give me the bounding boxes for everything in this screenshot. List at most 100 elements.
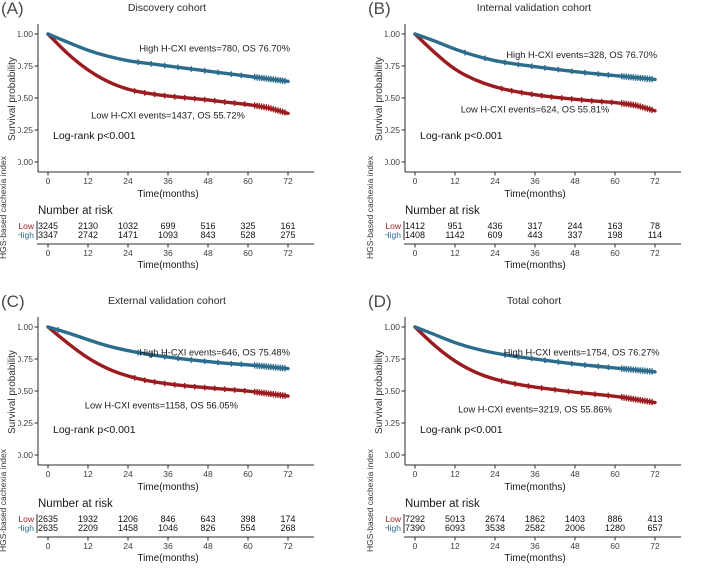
censor-marks-high	[57, 327, 286, 372]
curve-annotation-high: High H-CXI events=1754, OS 76.27%	[504, 348, 660, 358]
svg-text:36: 36	[530, 541, 540, 551]
risk-count: 1093	[158, 230, 178, 240]
svg-text:24: 24	[123, 541, 133, 551]
svg-text:24: 24	[490, 248, 500, 258]
risk-table-header: Number at risk	[38, 498, 113, 510]
svg-text:48: 48	[203, 541, 213, 551]
svg-text:0: 0	[46, 248, 51, 258]
risk-count: 951	[447, 221, 462, 231]
svg-text:48: 48	[203, 248, 213, 258]
risk-count: 268	[280, 523, 295, 533]
risk-table: Number at risk Low 2635 1932 1206 846 643 398 17…	[18, 498, 314, 564]
risk-count: 643	[200, 514, 215, 524]
panel-c: (C) External validation cohort Survival …	[0, 287, 355, 573]
x-axis-ticks: 0 12 24 36 48 60 72 Time(months)	[46, 465, 293, 493]
svg-text:24: 24	[123, 469, 133, 479]
svg-text:24: 24	[490, 176, 500, 186]
svg-text:72: 72	[283, 176, 293, 186]
risk-count: 843	[200, 230, 215, 240]
risk-count: 1471	[118, 230, 138, 240]
svg-text:48: 48	[570, 248, 580, 258]
km-plot-b: 1.00 0.75 0.50 0.25 0.00 0 12 24 36 48 60 72 Time(mo…	[385, 24, 681, 271]
panel-b: (B) Internal validation cohort Survival …	[355, 0, 709, 287]
risk-count: 7390	[405, 523, 425, 533]
svg-text:48: 48	[570, 541, 580, 551]
risk-count: 846	[160, 514, 175, 524]
svg-text:0.00: 0.00	[385, 450, 400, 460]
svg-text:12: 12	[450, 176, 460, 186]
panel-letter-a: (A)	[1, 0, 24, 18]
logrank-label: Log-rank p<0.001	[420, 424, 503, 436]
risk-count: 2006	[565, 523, 585, 533]
side-label-d: HGS-based cachexia index	[365, 448, 375, 552]
svg-text:72: 72	[650, 541, 660, 551]
risk-count: 163	[607, 221, 622, 231]
svg-text:0.75: 0.75	[385, 354, 400, 364]
curve-annotation-low: Low H-CXI events=624, OS 55.81%	[461, 105, 610, 115]
risk-count: 114	[648, 230, 662, 240]
risk-table: Number at risk Low 7292 5013 2674 1862 1403 886…	[385, 498, 681, 564]
svg-text:0.25: 0.25	[385, 418, 400, 428]
survival-curve-low	[413, 325, 657, 405]
svg-text:36: 36	[530, 469, 540, 479]
curve-annotation-high: High H-CXI events=328, OS 76.70%	[506, 50, 657, 60]
svg-text:12: 12	[450, 541, 460, 551]
risk-count: 2209	[78, 523, 98, 533]
curve-annotation-high: High H-CXI events=646, OS 75.48%	[139, 348, 290, 358]
risk-axis-label: Time(months)	[137, 553, 198, 564]
risk-count: 443	[527, 230, 542, 240]
logrank-label: Log-rank p<0.001	[420, 130, 503, 142]
risk-count: 886	[607, 514, 622, 524]
survival-curve-high	[413, 325, 657, 374]
risk-row-label-low: Low	[385, 221, 401, 231]
svg-text:0.00: 0.00	[18, 450, 33, 460]
risk-count: 317	[527, 221, 542, 231]
svg-text:36: 36	[163, 176, 173, 186]
svg-text:36: 36	[163, 248, 173, 258]
censor-marks-high	[504, 352, 653, 375]
svg-text:0.50: 0.50	[18, 386, 33, 396]
svg-text:0.00: 0.00	[385, 157, 400, 167]
svg-text:48: 48	[203, 176, 213, 186]
risk-count: 1403	[565, 514, 585, 524]
risk-row-label-low: Low	[18, 514, 34, 524]
panel-letter-d: (D)	[368, 292, 392, 311]
panel-letter-c: (C)	[1, 292, 25, 311]
svg-text:0: 0	[413, 469, 418, 479]
axes	[37, 317, 314, 466]
risk-row-label-high: High	[18, 523, 34, 533]
svg-text:Time(months): Time(months)	[504, 482, 565, 493]
risk-count: 3245	[38, 221, 58, 231]
svg-text:72: 72	[650, 469, 660, 479]
curve-annotation-low: Low H-CXI events=3219, OS 55.86%	[458, 405, 612, 415]
censor-marks-low	[500, 378, 653, 406]
risk-count: 1932	[78, 514, 98, 524]
x-axis-ticks: 0 12 24 36 48 60 72 Time(months)	[413, 465, 660, 493]
risk-count: 657	[647, 523, 662, 533]
panel-title-d: Total cohort	[506, 295, 562, 307]
risk-count: 2635	[38, 523, 58, 533]
risk-count: 1032	[118, 221, 138, 231]
svg-text:60: 60	[243, 541, 253, 551]
svg-text:36: 36	[163, 469, 173, 479]
risk-table-header: Number at risk	[405, 498, 480, 510]
svg-text:Time(months): Time(months)	[137, 482, 198, 493]
side-label-c: HGS-based cachexia index	[0, 448, 8, 552]
risk-axis-label: Time(months)	[137, 260, 198, 271]
y-axis-ticks: 1.00 0.75 0.50 0.25 0.00	[385, 322, 405, 460]
risk-count: 1046	[158, 523, 178, 533]
panel-title-a: Discovery cohort	[127, 2, 207, 14]
panel-title-c: External validation cohort	[108, 295, 226, 307]
svg-text:24: 24	[490, 469, 500, 479]
svg-text:0.50: 0.50	[385, 93, 400, 103]
risk-row-label-high: High	[385, 230, 401, 240]
y-axis-ticks: 1.00 0.75 0.50 0.25 0.00	[385, 29, 405, 167]
curve-annotation-high: High H-CXI events=780, OS 76.70%	[139, 44, 290, 54]
risk-count: 609	[487, 230, 502, 240]
risk-count: 78	[650, 221, 660, 231]
svg-text:1.00: 1.00	[385, 322, 400, 332]
risk-count: 337	[567, 230, 582, 240]
svg-text:0.00: 0.00	[18, 157, 33, 167]
risk-row-label-high: High	[385, 523, 401, 533]
svg-text:0.75: 0.75	[18, 61, 33, 71]
